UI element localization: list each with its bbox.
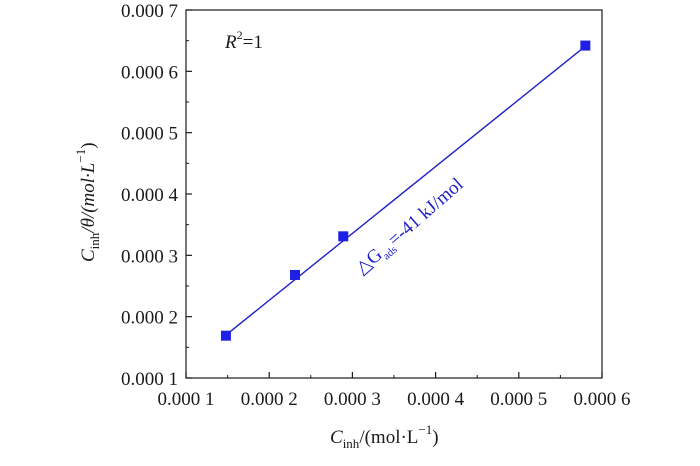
y-tick-label: 0.000 2: [121, 308, 178, 329]
r-squared-annotation: R2=1: [224, 28, 263, 53]
data-point: [220, 330, 231, 341]
data-point: [289, 269, 300, 280]
x-tick-label: 0.000 4: [407, 389, 465, 410]
x-tick-label: 0.000 2: [241, 389, 298, 410]
plot-area-frame: [185, 9, 603, 379]
x-tick-label: 0.000 1: [158, 389, 215, 410]
y-tick-label: 0.000 7: [121, 1, 178, 22]
y-tick-label: 0.000 6: [121, 62, 178, 83]
y-tick-label: 0.000 5: [121, 124, 178, 145]
y-tick-label: 0.000 3: [121, 246, 178, 267]
x-tick-label: 0.000 6: [574, 389, 631, 410]
data-point: [338, 231, 349, 242]
y-tick-label: 0.000 1: [121, 369, 178, 390]
gibbs-energy-annotation: △Gads=-41 kJ/mol: [352, 174, 470, 281]
x-axis-title: Cinh/(mol·L−1): [330, 422, 439, 451]
x-tick-label: 0.000 5: [490, 389, 547, 410]
y-tick-label: 0.000 4: [121, 185, 179, 206]
data-point: [580, 40, 591, 51]
x-tick-label: 0.000 3: [324, 389, 381, 410]
y-axis-title: Cinh/θ/(mol·L−1): [73, 142, 102, 262]
fit-line: [225, 45, 586, 336]
